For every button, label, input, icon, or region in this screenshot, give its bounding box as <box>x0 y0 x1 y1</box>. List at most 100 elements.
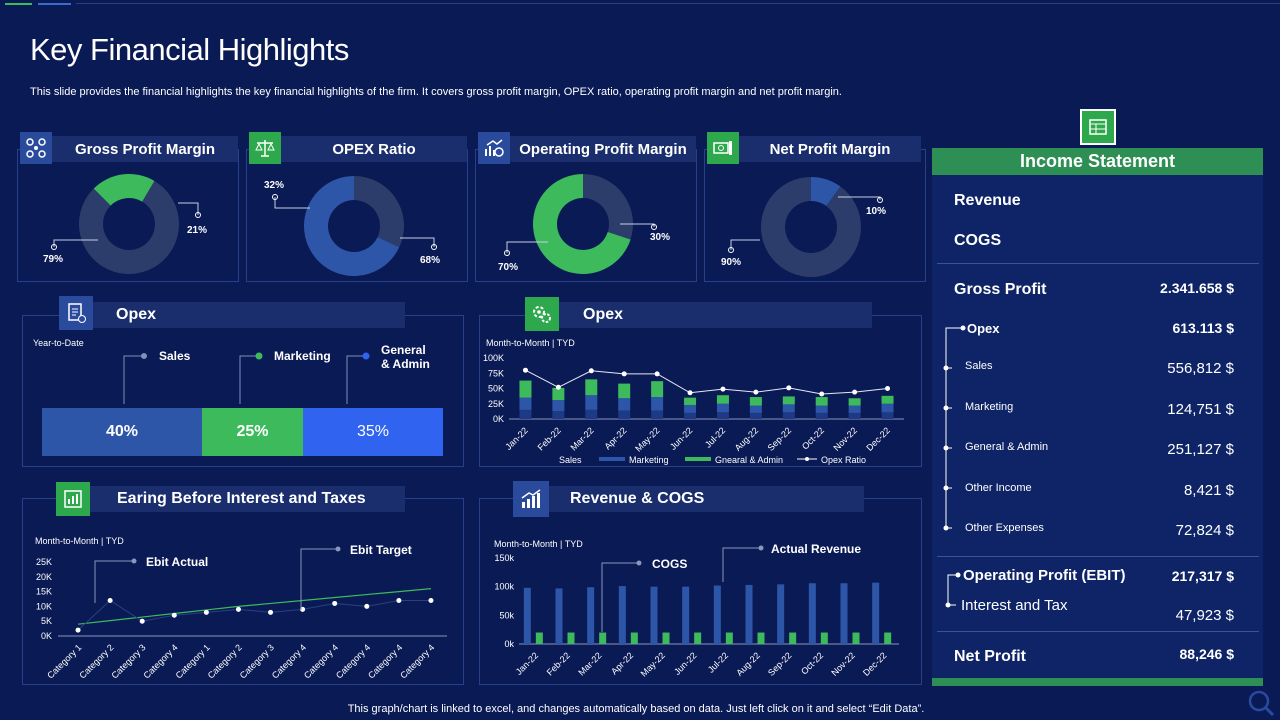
net-profit-label-10: 10% <box>866 206 887 217</box>
callout-leader <box>601 562 639 632</box>
opex-ytd-title: Opex <box>86 302 405 328</box>
bar-actual-revenue <box>523 587 531 644</box>
bar-gnearal-admin <box>716 395 729 404</box>
x-tick-label: Jun-22 <box>672 650 699 677</box>
bar-sales <box>684 412 697 419</box>
legend-label: Gnearal & Admin <box>715 455 783 465</box>
ebit-actual-point <box>396 597 402 603</box>
revenue-cogs-period: Month-to-Month | TYD <box>494 539 583 549</box>
bar-cogs <box>630 632 638 644</box>
bar-cogs <box>725 632 733 644</box>
bar-marketing <box>552 400 565 412</box>
leader-line <box>506 241 548 253</box>
bar-cogs <box>535 632 543 644</box>
opex-ratio-point <box>720 386 726 392</box>
ebit-actual-callout: Ebit Actual <box>146 555 209 569</box>
ebit-actual-point <box>428 597 434 603</box>
bar-actual-revenue <box>872 582 880 644</box>
is-item-label-general-admin: General & Admin <box>965 441 1049 453</box>
bar-marketing <box>881 403 894 413</box>
footer-note: This graph/chart is linked to excel, and… <box>347 703 925 715</box>
bar-cogs <box>757 632 765 644</box>
revenue-label: Revenue <box>954 192 1021 209</box>
bar-marketing <box>585 395 598 410</box>
bar-gnearal-admin <box>749 397 762 406</box>
legend-marker <box>805 457 809 461</box>
x-tick-label: Aug-22 <box>734 650 762 678</box>
gears-icon <box>525 297 559 331</box>
x-tick-label: Jul-22 <box>703 425 727 449</box>
bar-marketing <box>749 405 762 413</box>
is-item-label-other-expenses: Other Expenses <box>965 522 1044 534</box>
bar-marketing <box>618 398 631 411</box>
opex-ratio-point <box>522 367 528 373</box>
ebit-target-line <box>77 588 432 625</box>
interest-tax-label: Interest and Tax <box>961 597 1068 614</box>
y-tick-label: 75K <box>488 368 504 378</box>
leader-dot <box>431 244 437 250</box>
operating-profit-label: Operating Profit (EBIT) <box>963 567 1126 584</box>
gross-profit-value: 2.341.658 $ <box>1160 280 1234 296</box>
net-profit-value: 88,246 $ <box>1179 646 1235 662</box>
opex-ytd-bar: 40% 25% 35% <box>42 408 443 456</box>
opex-ratio-point <box>687 390 693 396</box>
leader-dot <box>504 250 510 256</box>
legend-swatch <box>685 457 711 461</box>
ebit-actual-point <box>235 606 241 612</box>
donut-slice-30% <box>583 174 633 240</box>
bar-sales <box>782 412 795 419</box>
is-item-value-other-income: 8,421 $ <box>1183 482 1234 499</box>
bar-actual-revenue <box>777 584 785 644</box>
is-item-value-sales: 556,812 $ <box>1167 360 1234 377</box>
report-icon <box>59 296 93 330</box>
y-tick-label: 50k <box>499 610 514 620</box>
top-accent-blue <box>38 3 71 5</box>
bar-cogs <box>599 632 607 644</box>
legend-label: Sales <box>559 455 582 465</box>
y-tick-label: 25K <box>488 399 504 409</box>
gross-profit-label-79: 79% <box>43 254 64 265</box>
x-tick-label: Oct-22 <box>800 425 826 451</box>
bar-actual-revenue <box>650 586 658 644</box>
opex-row-value: 613.113 $ <box>1172 320 1234 336</box>
bar-cogs <box>567 632 575 644</box>
callout-dot <box>131 558 137 564</box>
bar-marketing <box>815 405 828 413</box>
bar-gnearal-admin <box>815 397 828 406</box>
kpi-title-net-profit: Net Profit Margin <box>739 136 921 162</box>
bar-cogs <box>852 632 860 644</box>
bar-cogs <box>884 632 892 644</box>
bar-actual-revenue <box>713 585 721 644</box>
y-tick-label: 100k <box>494 582 514 592</box>
is-item-value-marketing: 124,751 $ <box>1167 401 1234 418</box>
callout-dot <box>335 546 341 552</box>
bar-gnearal-admin <box>684 397 697 405</box>
callout-leader <box>94 560 134 603</box>
cogs-callout: COGS <box>652 557 688 571</box>
bar-gnearal-admin <box>782 396 795 405</box>
x-tick-label: Nov-22 <box>829 650 857 678</box>
ebit-period: Month-to-Month | TYD <box>35 536 124 546</box>
search-icon[interactable] <box>1246 688 1276 718</box>
leader-dot <box>51 244 57 250</box>
leader-line <box>730 239 760 250</box>
leader-dot <box>272 194 278 200</box>
x-tick-label: Sep-22 <box>766 425 794 453</box>
ebit-actual-point <box>107 597 113 603</box>
bar-marketing <box>684 404 697 413</box>
segment-marketing: 25% <box>202 408 303 456</box>
bar-gnearal-admin <box>519 380 532 398</box>
legend-sales: Sales <box>159 349 191 363</box>
callout-leader <box>722 547 761 582</box>
bar-sales <box>585 409 598 419</box>
x-tick-label: Sep-22 <box>766 650 794 678</box>
opex-ytd-period: Year-to-Date <box>33 338 84 348</box>
segment-sales: 40% <box>42 408 202 456</box>
x-tick-label: Apr-22 <box>602 425 628 451</box>
x-tick-label: Feb-22 <box>536 425 563 452</box>
ebit-actual-point <box>203 609 209 615</box>
bar-actual-revenue <box>840 583 848 644</box>
is-item-value-other-expenses: 72,824 $ <box>1175 522 1234 539</box>
bar-marketing <box>519 397 532 410</box>
